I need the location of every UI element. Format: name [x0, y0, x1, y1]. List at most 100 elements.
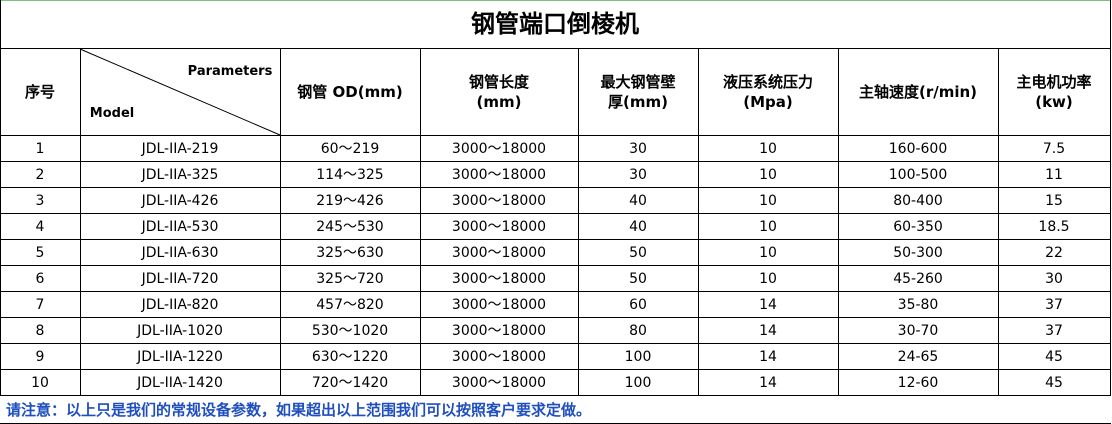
table-cell: 3000～18000: [451, 349, 547, 365]
header-cell: Parameters: [187, 64, 273, 79]
table-cell: 45: [1045, 349, 1063, 365]
header-cell: 序号: [24, 82, 55, 101]
table-cell: 60: [629, 297, 647, 313]
table-cell: 100: [624, 375, 652, 391]
table-cell: 10: [31, 375, 49, 391]
table-cell: JDL-IIA-630: [141, 245, 219, 261]
table-title: 钢管端口倒棱机: [471, 10, 639, 38]
table-cell: 3000～18000: [451, 297, 547, 313]
table-cell: 30: [1045, 271, 1063, 287]
table-cell: 3000～18000: [451, 219, 547, 235]
table-cell: 14: [759, 349, 777, 365]
header-line: 液压系统压力: [722, 72, 813, 91]
table-cell: 35-80: [897, 297, 939, 313]
table-cell: 37: [1045, 323, 1063, 339]
header-cell: 钢管长度 (mm): [420, 48, 578, 135]
table-cell: 3000～18000: [451, 245, 547, 261]
header-cell: 钢管 OD(mm): [280, 48, 420, 135]
table-cell: 530～1020: [311, 323, 389, 339]
table-cell: 30: [629, 167, 647, 183]
table-cell: 6: [35, 271, 45, 287]
table-cell: 80: [629, 323, 647, 339]
table-cell: JDL-IIA-530: [141, 219, 219, 235]
header-cell: 主电机功率 (kw): [998, 48, 1110, 135]
header-cell: 最大钢管壁 厚(mm): [578, 48, 698, 135]
table-cell: JDL-IIA-1020: [137, 323, 223, 339]
table-cell: 3: [35, 193, 45, 209]
table-cell: 18.5: [1038, 219, 1070, 235]
table-cell: 10: [759, 141, 777, 157]
table-cell: 3000～18000: [451, 271, 547, 287]
table-cell: 10: [759, 219, 777, 235]
header-line: 主轴速度(r/min): [858, 82, 978, 101]
table-cell: 3000～18000: [451, 167, 547, 183]
table-cell: JDL-IIA-426: [141, 193, 219, 209]
table-cell: 14: [759, 375, 777, 391]
table-cell: 1: [35, 141, 45, 157]
table-cell: JDL-IIA-219: [141, 141, 219, 157]
table-cell: JDL-IIA-720: [141, 271, 219, 287]
table-cell: 5: [35, 245, 45, 261]
table-cell: 245～530: [316, 219, 384, 235]
table-cell: 80-400: [893, 193, 943, 209]
table-cell: 3000～18000: [451, 375, 547, 391]
table-cell: 50-300: [893, 245, 943, 261]
table-cell: 60～219: [320, 141, 380, 157]
table-cell: 10: [759, 245, 777, 261]
table-cell: 11: [1045, 167, 1063, 183]
table-cell: 10: [759, 271, 777, 287]
table-cell: 630～1220: [311, 349, 389, 365]
table-cell: 14: [759, 323, 777, 339]
table-cell: 4: [35, 219, 45, 235]
table-cell: 3000～18000: [451, 193, 547, 209]
table-cell: 40: [629, 219, 647, 235]
table-cell: 37: [1045, 297, 1063, 313]
table-cell: 45-260: [893, 271, 943, 287]
table-cell: 9: [35, 349, 45, 365]
table-cell: JDL-IIA-820: [141, 297, 219, 313]
header-line: (Mpa): [743, 92, 793, 111]
table-cell: 2: [35, 167, 45, 183]
header-cell: 主轴速度(r/min): [838, 48, 998, 135]
table-cell: 45: [1045, 375, 1063, 391]
header-line: 主电机功率: [1016, 72, 1092, 91]
table-cell: 30: [629, 141, 647, 157]
table-cell: 325～720: [316, 271, 384, 287]
table-cell: 7.5: [1042, 141, 1066, 157]
table-cell: 720～1420: [311, 375, 389, 391]
header-line: 最大钢管壁: [600, 72, 676, 91]
table-cell: 457～820: [316, 297, 384, 313]
table-cell: 219～426: [316, 193, 384, 209]
table-cell: 40: [629, 193, 647, 209]
table-cell: 30-70: [897, 323, 939, 339]
table-cell: 114～325: [316, 167, 384, 183]
table-cell: 12-60: [897, 375, 939, 391]
table-cell: 3000～18000: [451, 323, 547, 339]
table-cell: 7: [35, 297, 45, 313]
table-cell: 50: [629, 271, 647, 287]
table-cell: JDL-IIA-1420: [137, 375, 223, 391]
table-cell: JDL-IIA-1220: [137, 349, 223, 365]
table-cell: 60-350: [893, 219, 943, 235]
table-cell: 15: [1045, 193, 1063, 209]
table-cell: 8: [35, 323, 45, 339]
table-cell: 24-65: [897, 349, 939, 365]
header-cell: 液压系统压力 (Mpa): [698, 48, 838, 135]
table-cell: 10: [759, 193, 777, 209]
table-cell: 160-600: [888, 141, 948, 157]
table-cell: JDL-IIA-325: [141, 167, 219, 183]
table-cell: 325～630: [316, 245, 384, 261]
table-cell: 100: [624, 349, 652, 365]
table-cell: 10: [759, 167, 777, 183]
table-cell: 100-500: [888, 167, 948, 183]
table-cell: 14: [759, 297, 777, 313]
diagonal: [79, 48, 281, 136]
table-cell: 3000～18000: [451, 141, 547, 157]
header-line: 钢管长度: [468, 72, 529, 91]
header-line: (mm): [476, 92, 522, 111]
header-line: (kw): [1035, 92, 1073, 111]
header-line: 厚(mm): [608, 92, 668, 111]
header-cell: Model: [89, 106, 135, 121]
